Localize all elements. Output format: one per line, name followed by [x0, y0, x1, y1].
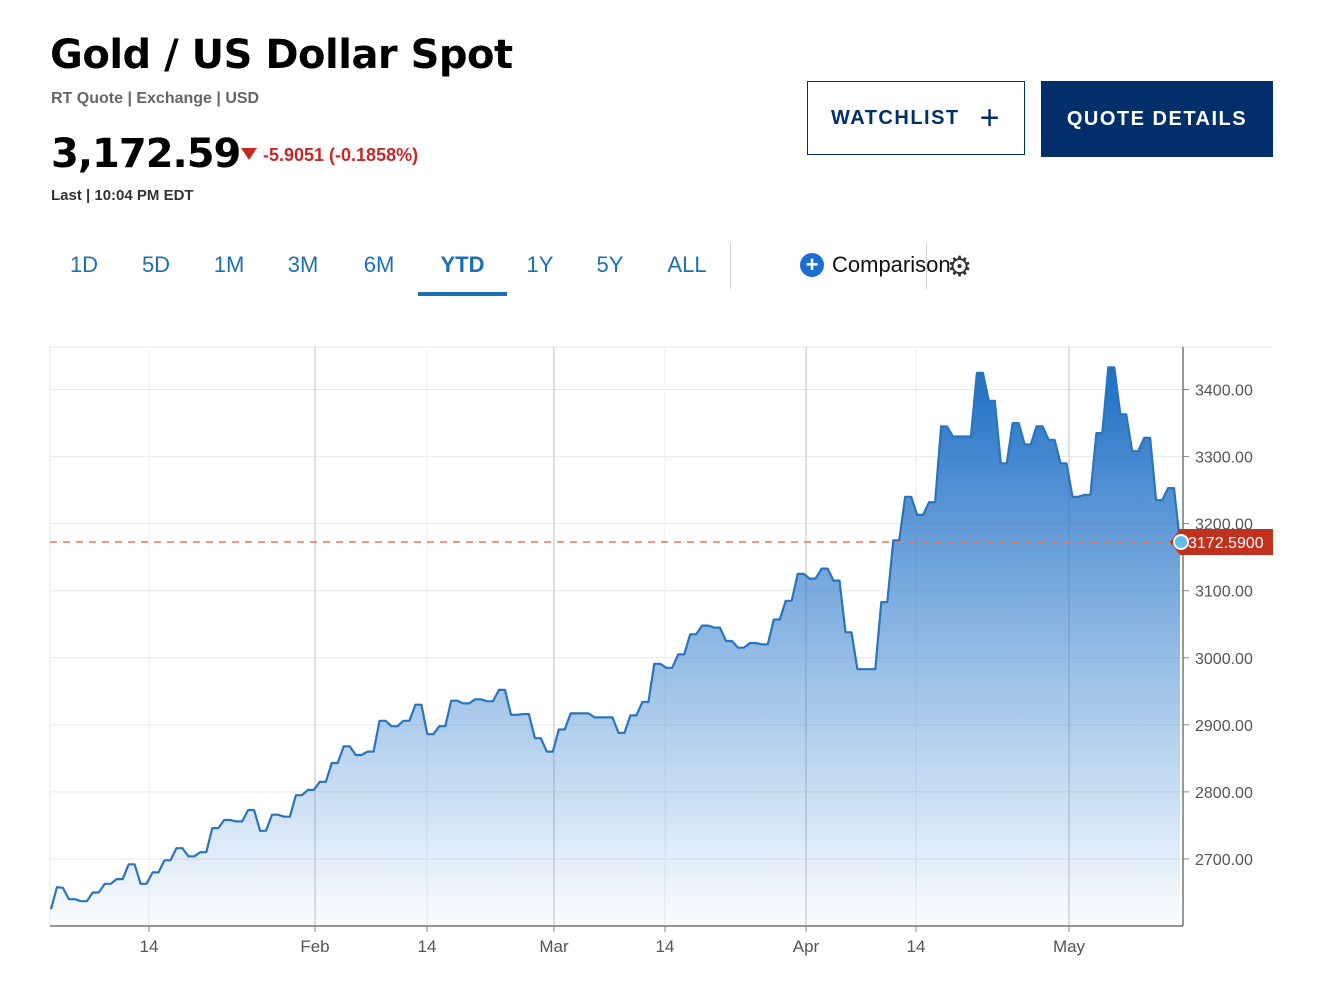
tab-1m[interactable]: 1M [213, 252, 245, 277]
x-tick-label: 14 [418, 937, 437, 956]
comparison-label: Comparison [832, 252, 951, 277]
range-tabs: 1D 5D 1M 3M 6M YTD 1Y 5Y ALL + Compariso… [50, 240, 1050, 296]
y-tick-label: 3000.00 [1195, 651, 1253, 668]
tab-divider [926, 243, 927, 289]
y-tick-label: 3300.00 [1195, 450, 1253, 467]
last-price: 3,172.59 [51, 131, 241, 177]
quote-source: RT Quote | Exchange | USD [51, 90, 260, 107]
quote-details-button[interactable]: QUOTE DETAILS [1041, 81, 1273, 157]
add-circle-icon: + [800, 253, 824, 277]
y-tick-label: 2700.00 [1195, 852, 1253, 869]
comparison-button[interactable]: + Comparison [800, 252, 951, 278]
tab-all[interactable]: ALL [667, 252, 707, 277]
last-value-tag [1170, 529, 1273, 556]
y-tick-label: 2900.00 [1195, 718, 1253, 735]
x-tick-label: 14 [907, 937, 926, 956]
tab-3m[interactable]: 3M [287, 252, 319, 277]
x-tick-label: Apr [793, 937, 820, 956]
price-change: -5.9051 (-0.1858%) [241, 145, 418, 166]
tab-6m[interactable]: 6M [363, 252, 395, 277]
tab-5y[interactable]: 5Y [596, 252, 624, 277]
y-tick-label: 3200.00 [1195, 517, 1253, 534]
x-tick-label: Feb [300, 937, 329, 956]
y-tick-label: 3100.00 [1195, 584, 1253, 601]
x-tick-label: 14 [140, 937, 159, 956]
price-line [49, 366, 1182, 910]
gear-icon[interactable]: ⚙ [947, 251, 973, 282]
plus-icon: + [979, 99, 1002, 137]
x-tick-label: May [1053, 937, 1086, 956]
last-point-marker [1173, 534, 1189, 551]
tab-1y[interactable]: 1Y [526, 252, 554, 277]
watchlist-label: WATCHLIST [830, 106, 960, 129]
y-tick-label: 3400.00 [1195, 383, 1253, 400]
y-tick-label: 2800.00 [1195, 785, 1253, 802]
down-triangle-icon [241, 148, 257, 160]
x-tick-label: Mar [539, 937, 569, 956]
tab-divider [730, 243, 731, 289]
x-tick-label: 14 [656, 937, 675, 956]
last-time: Last | 10:04 PM EDT [51, 187, 194, 204]
tab-5d[interactable]: 5D [141, 252, 171, 277]
page-title: Gold / US Dollar Spot [50, 32, 513, 78]
last-value-label: 3172.5900 [1188, 535, 1264, 552]
tab-ytd[interactable]: YTD [418, 240, 507, 296]
tab-1d[interactable]: 1D [69, 252, 99, 277]
price-change-value: -5.9051 (-0.1858%) [263, 145, 419, 165]
price-area-fill [51, 367, 1180, 926]
watchlist-button[interactable]: WATCHLIST + [807, 81, 1025, 155]
